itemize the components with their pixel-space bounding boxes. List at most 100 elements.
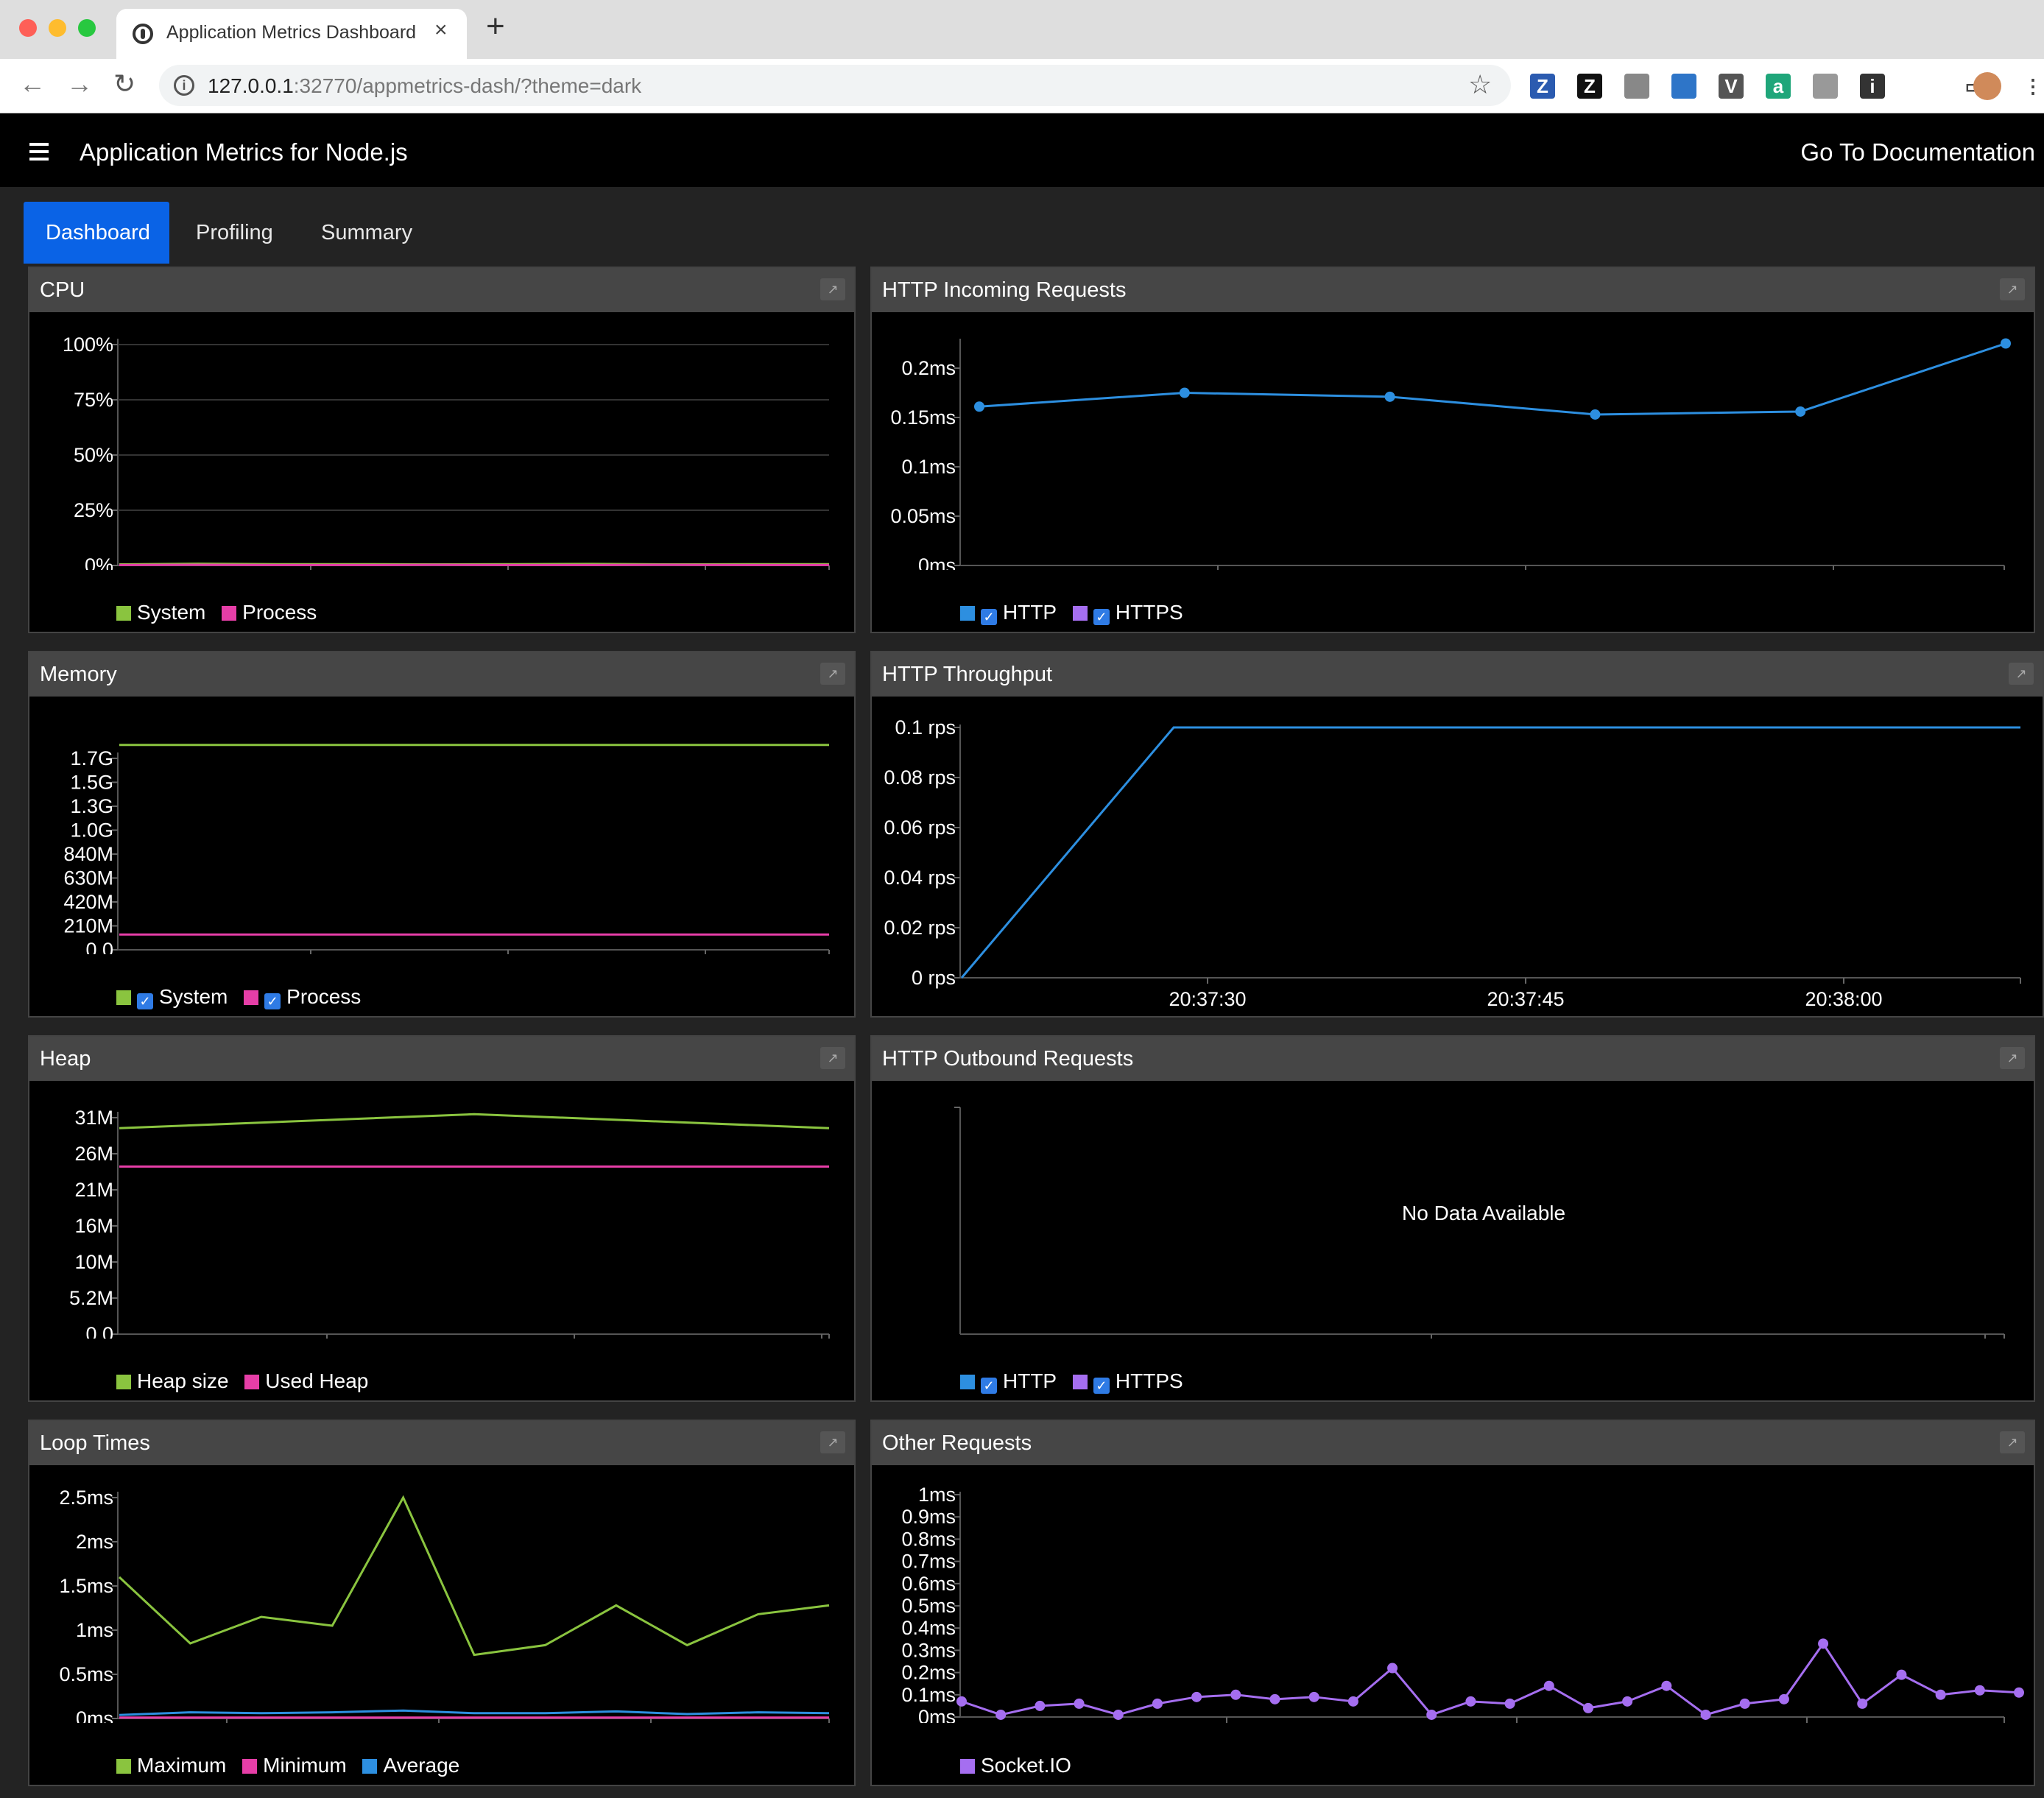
browser-toolbar: ← → ↻ i 127.0.0.1:32770/appmetrics-dash/…: [0, 59, 2044, 113]
legend-https[interactable]: ✓ HTTPS: [1072, 1369, 1183, 1394]
close-window-button[interactable]: [19, 19, 37, 37]
http-throughput-expand-icon[interactable]: ↗: [2009, 663, 2034, 685]
y-tick-label: 0.2ms: [901, 1662, 956, 1684]
checkbox-checked-icon[interactable]: ✓: [137, 993, 153, 1009]
browser-menu-icon[interactable]: ⋮: [2023, 74, 2043, 99]
data-point: [1387, 1663, 1398, 1674]
new-tab-button[interactable]: +: [486, 8, 505, 44]
checkbox-checked-icon[interactable]: ✓: [981, 1378, 997, 1394]
y-tick-label: 2ms: [76, 1531, 113, 1553]
http-incoming-expand-icon[interactable]: ↗: [2000, 278, 2025, 300]
data-point: [1465, 1696, 1476, 1707]
hamburger-menu-icon[interactable]: [29, 143, 49, 165]
forward-arrow-icon[interactable]: →: [66, 68, 93, 99]
loop-times-expand-icon[interactable]: ↗: [820, 1431, 845, 1453]
site-info-icon[interactable]: i: [174, 75, 194, 96]
legend-system[interactable]: System: [116, 601, 205, 624]
y-tick-label: 1ms: [76, 1619, 113, 1641]
legend-label: Minimum: [263, 1754, 347, 1777]
legend-swatch: [116, 1375, 131, 1389]
series-line-http: [979, 342, 2006, 416]
legend-http[interactable]: ✓ HTTP: [960, 601, 1057, 625]
y-tick-label: 50%: [74, 444, 113, 466]
heap-panel-title: Heap: [40, 1047, 91, 1071]
bookmark-star-icon[interactable]: ☆: [1468, 69, 1493, 99]
heap-legend: Heap size Used Heap: [116, 1369, 378, 1393]
other-requests-chart: 1ms0.9ms0.8ms0.7ms0.6ms0.5ms0.4ms0.3ms0.…: [901, 1484, 2024, 1723]
y-tick-label: 1.5ms: [59, 1575, 113, 1597]
presentation-ext-icon[interactable]: [1671, 74, 1696, 99]
http-throughput-chart: 0.1 rps 0.08 rps 0.06 rps 0.04 rps 0.02 rps 0…: [884, 716, 2021, 1010]
data-point: [1152, 1698, 1163, 1709]
legend-http[interactable]: ✓ HTTP: [960, 1369, 1057, 1394]
data-point: [956, 1696, 967, 1707]
data-point: [1622, 1696, 1633, 1707]
memory-legend: ✓ System ✓ Process: [116, 985, 371, 1009]
legend-average[interactable]: Average: [362, 1754, 459, 1777]
checkbox-checked-icon[interactable]: ✓: [1093, 1378, 1110, 1394]
http-throughput-panel: HTTP Throughput ↗ 0.1 rps 0.08 rps 0.06 rp…: [870, 651, 2044, 1018]
tree-ext-icon[interactable]: [1813, 74, 1838, 99]
tab-summary[interactable]: Summary: [321, 221, 413, 244]
tab-profiling[interactable]: Profiling: [196, 221, 273, 244]
memory-expand-icon[interactable]: ↗: [820, 663, 845, 685]
minimize-window-button[interactable]: [49, 19, 66, 37]
loop-times-legend: Maximum Minimum Average: [116, 1754, 470, 1777]
legend-maximum[interactable]: Maximum: [116, 1754, 226, 1777]
profile-avatar[interactable]: [1973, 72, 2001, 100]
heap-chart: 31M26M21M16M10M5.2M0.020:37:3020:37:4520…: [69, 1107, 830, 1339]
y-tick-label: 31M: [74, 1107, 113, 1129]
y-tick-label: 0 rps: [912, 967, 956, 989]
http-outbound-expand-icon[interactable]: ↗: [2000, 1047, 2025, 1069]
z-black-ext-icon[interactable]: Z: [1577, 74, 1602, 99]
data-point: [1179, 387, 1190, 398]
legend-used-heap[interactable]: Used Heap: [244, 1369, 368, 1393]
legend-socket-io[interactable]: Socket.IO: [960, 1754, 1071, 1777]
legend-swatch: [116, 606, 131, 621]
y-tick-label: 0ms: [918, 1706, 956, 1723]
legend-process[interactable]: ✓ Process: [244, 985, 361, 1009]
url-text[interactable]: 127.0.0.1:32770/appmetrics-dash/?theme=d…: [208, 74, 641, 98]
documentation-link[interactable]: Go To Documentation: [1800, 138, 2035, 166]
checkbox-checked-icon[interactable]: ✓: [264, 993, 281, 1009]
circle-ext-icon[interactable]: [1624, 74, 1649, 99]
loop-times-panel-header: Loop Times ↗: [29, 1421, 854, 1465]
a-ext-icon[interactable]: a: [1766, 74, 1791, 99]
legend-process[interactable]: Process: [222, 601, 317, 624]
legend-system[interactable]: ✓ System: [116, 985, 228, 1009]
close-tab-icon[interactable]: ×: [434, 18, 448, 42]
y-tick-label: 0.6ms: [901, 1573, 956, 1595]
legend-minimum[interactable]: Minimum: [242, 1754, 347, 1777]
legend-label: Maximum: [137, 1754, 227, 1777]
http-incoming-legend: ✓ HTTP ✓ HTTPS: [960, 601, 1194, 625]
back-arrow-icon[interactable]: ←: [19, 68, 46, 99]
http-incoming-panel-title: HTTP Incoming Requests: [882, 278, 1127, 302]
y-tick-label: 16M: [74, 1215, 113, 1237]
y-tick-label: 0.08 rps: [884, 766, 956, 789]
tab-dashboard[interactable]: Dashboard: [24, 202, 169, 264]
info-ext-icon[interactable]: i: [1860, 74, 1885, 99]
reload-icon[interactable]: ↻: [113, 68, 136, 99]
checkbox-checked-icon[interactable]: ✓: [1093, 609, 1110, 625]
http-outbound-panel-header: HTTP Outbound Requests ↗: [872, 1037, 2034, 1081]
browser-tab[interactable]: Application Metrics Dashboard ×: [116, 9, 467, 59]
y-tick-label: 26M: [74, 1143, 113, 1165]
other-requests-expand-icon[interactable]: ↗: [2000, 1431, 2025, 1453]
data-point: [1074, 1698, 1085, 1709]
data-point: [1795, 406, 1806, 417]
checkbox-checked-icon[interactable]: ✓: [981, 609, 997, 625]
heap-expand-icon[interactable]: ↗: [820, 1047, 845, 1069]
legend-heap-size[interactable]: Heap size: [116, 1369, 229, 1393]
cpu-expand-icon[interactable]: ↗: [820, 278, 845, 300]
maximize-window-button[interactable]: [78, 19, 96, 37]
legend-https[interactable]: ✓ HTTPS: [1072, 601, 1183, 625]
y-tick-label: 0.0: [85, 1323, 113, 1339]
data-point: [1590, 409, 1601, 420]
address-bar[interactable]: i 127.0.0.1:32770/appmetrics-dash/?theme…: [159, 65, 1511, 106]
z-ext-icon[interactable]: Z: [1530, 74, 1555, 99]
memory-panel: Memory ↗ 1.7G 1.5G 1.3G 1.0G 840M 630M 420M 210…: [28, 651, 856, 1018]
data-point: [1384, 391, 1395, 402]
v-ext-icon[interactable]: V: [1719, 74, 1744, 99]
legend-swatch: [960, 606, 975, 621]
